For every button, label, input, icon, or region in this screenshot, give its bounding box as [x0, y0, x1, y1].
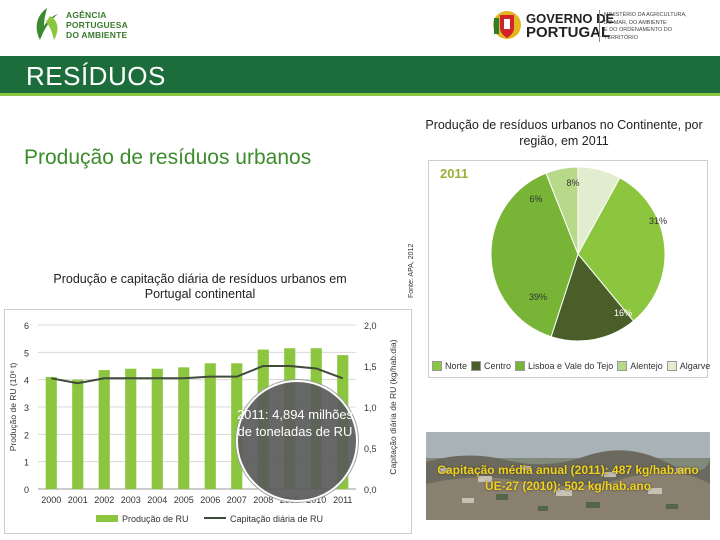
pie-slice-label: 39%	[529, 292, 547, 302]
x-tick-label: 2005	[174, 495, 194, 505]
pie-chart-frame	[428, 160, 708, 378]
bar	[45, 376, 57, 489]
government-logo-text: GOVERNO DE PORTUGAL	[526, 12, 614, 41]
x-tick-label: 2006	[200, 495, 220, 505]
bar	[125, 368, 137, 489]
x-tick-label: 2008	[253, 495, 273, 505]
portugal-arms-icon	[493, 11, 521, 39]
y-tick-label: 5	[24, 348, 29, 358]
apa-logo-line-1: AGÊNCIA	[66, 10, 107, 20]
x-tick-label: 2002	[94, 495, 114, 505]
y-tick-label: 2	[24, 430, 29, 440]
bar-chart-frame	[4, 309, 412, 534]
x-tick-label: 2003	[121, 495, 141, 505]
photo-caption-line-2: UE-27 (2010): 502 kg/hab.ano	[484, 479, 652, 493]
government-logo-line-1: GOVERNO DE	[526, 11, 615, 26]
ministry-line-3: E DO ORDENAMENTO DO TERRITÓRIO	[604, 27, 673, 41]
pie-legend-swatch	[666, 361, 677, 371]
y-tick-label: 6	[24, 321, 29, 331]
y2-tick-label: 0,5	[364, 444, 377, 454]
capitation-line	[51, 365, 344, 385]
bar	[151, 368, 163, 489]
y-tick-label: 1	[24, 458, 29, 468]
pie-slice-label: 8%	[566, 178, 579, 188]
x-tick-label: 2000	[41, 495, 61, 505]
photo-caption: Capitação média anual (2011): 487 kg/hab…	[426, 462, 710, 494]
title-bar	[0, 56, 720, 96]
photo-caption-line-1: Capitação média anual (2011): 487 kg/hab…	[437, 463, 699, 477]
government-logo: GOVERNO DE PORTUGAL MINISTÉRIO DA AGRICU…	[492, 8, 707, 44]
y-tick-label: 0	[24, 485, 29, 495]
legend-label-production: Produção de RU	[122, 514, 189, 524]
pie-legend-swatch	[617, 361, 628, 371]
y-tick-label: 4	[24, 376, 29, 386]
legend-label-capitation: Capitação diária de RU	[230, 514, 323, 524]
x-tick-label: 2001	[68, 495, 88, 505]
callout-circle	[236, 380, 358, 502]
x-tick-label: 2004	[147, 495, 167, 505]
x-tick-label: 2011	[333, 495, 352, 505]
pie-slice	[577, 177, 666, 322]
y2-axis-label: Capitação diária de RU (kg/hab.dia)	[388, 339, 398, 474]
y2-tick-label: 1,0	[364, 403, 377, 413]
source-note: Fonte: APA, 2012	[408, 243, 415, 298]
slide-title: RESÍDUOS	[26, 61, 166, 91]
pie-legend-swatch	[471, 361, 482, 371]
pie-legend: Norte Centro Lisboa e Vale do Tejo Alentejo…	[432, 358, 710, 374]
callout-text: 2011: 4,894 milhões de toneladas de RU	[236, 407, 354, 439]
pie-legend-label: Norte	[445, 361, 468, 371]
pie-slice	[490, 172, 579, 338]
apa-logo-text: AGÊNCIA PORTUGUESA DO AMBIENTE	[66, 10, 128, 40]
y2-tick-label: 0,0	[364, 485, 377, 495]
legend-swatch-bar	[96, 515, 118, 522]
pie-slice-label: 6%	[529, 194, 542, 204]
pie-slice	[545, 166, 579, 255]
pie-slice-label: 16%	[614, 308, 632, 318]
government-logo-line-2: PORTUGAL	[526, 24, 611, 41]
bar	[178, 367, 190, 489]
x-tick-label: 2010	[306, 495, 326, 505]
title-bar-accent	[0, 93, 720, 96]
bar	[72, 379, 84, 489]
pie-legend-item: Norte	[432, 361, 467, 371]
pie-legend-label: Centro	[484, 361, 512, 371]
pie-slice-label: 31%	[649, 216, 667, 226]
ministry-name: MINISTÉRIO DA AGRICULTURA, DO MAR, DO AM…	[604, 12, 707, 42]
section-title: Produção de resíduos urbanos	[24, 146, 312, 169]
logo-divider	[599, 10, 600, 42]
ministry-line-2: DO MAR, DO AMBIENTE	[604, 19, 667, 26]
pie-legend-swatch	[515, 361, 526, 371]
y-tick-label: 3	[24, 403, 29, 413]
landfill-photo	[426, 432, 710, 520]
ministry-line-1: MINISTÉRIO DA AGRICULTURA,	[604, 12, 687, 18]
pie-chart: 31% 16% 39% 6% 8%	[490, 166, 667, 342]
apa-leaf-icon	[36, 8, 58, 40]
bar	[204, 363, 216, 489]
bar	[98, 370, 110, 489]
pie-legend-label: Alentejo	[630, 361, 663, 371]
bar-chart-title: Produção e capitação diária de resíduos …	[53, 272, 347, 301]
pie-legend-swatch	[432, 361, 442, 371]
y2-tick-label: 1,5	[364, 362, 377, 372]
pie-slice	[550, 252, 635, 342]
y2-tick-label: 2,0	[364, 321, 377, 331]
pie-legend-item: Lisboa e Vale do Tejo	[515, 361, 613, 371]
apa-logo-line-2: PORTUGUESA	[66, 20, 128, 30]
apa-logo-line-3: DO AMBIENTE	[66, 30, 128, 40]
pie-chart-year: 2011	[440, 166, 469, 181]
pie-legend-item: Alentejo	[617, 361, 663, 371]
x-tick-label: 2007	[227, 495, 247, 505]
pie-legend-label: Algarve	[679, 361, 711, 371]
pie-legend-label: Lisboa e Vale do Tejo	[528, 361, 614, 371]
pie-chart-title: Produção de resíduos urbanos no Continen…	[425, 118, 703, 148]
pie-legend-item: Centro	[471, 361, 511, 371]
pie-legend-item: Algarve	[666, 361, 711, 371]
y-axis-label: Produção de RU (10⁶ t)	[8, 363, 18, 452]
apa-logo: AGÊNCIA PORTUGUESA DO AMBIENTE	[32, 4, 142, 48]
